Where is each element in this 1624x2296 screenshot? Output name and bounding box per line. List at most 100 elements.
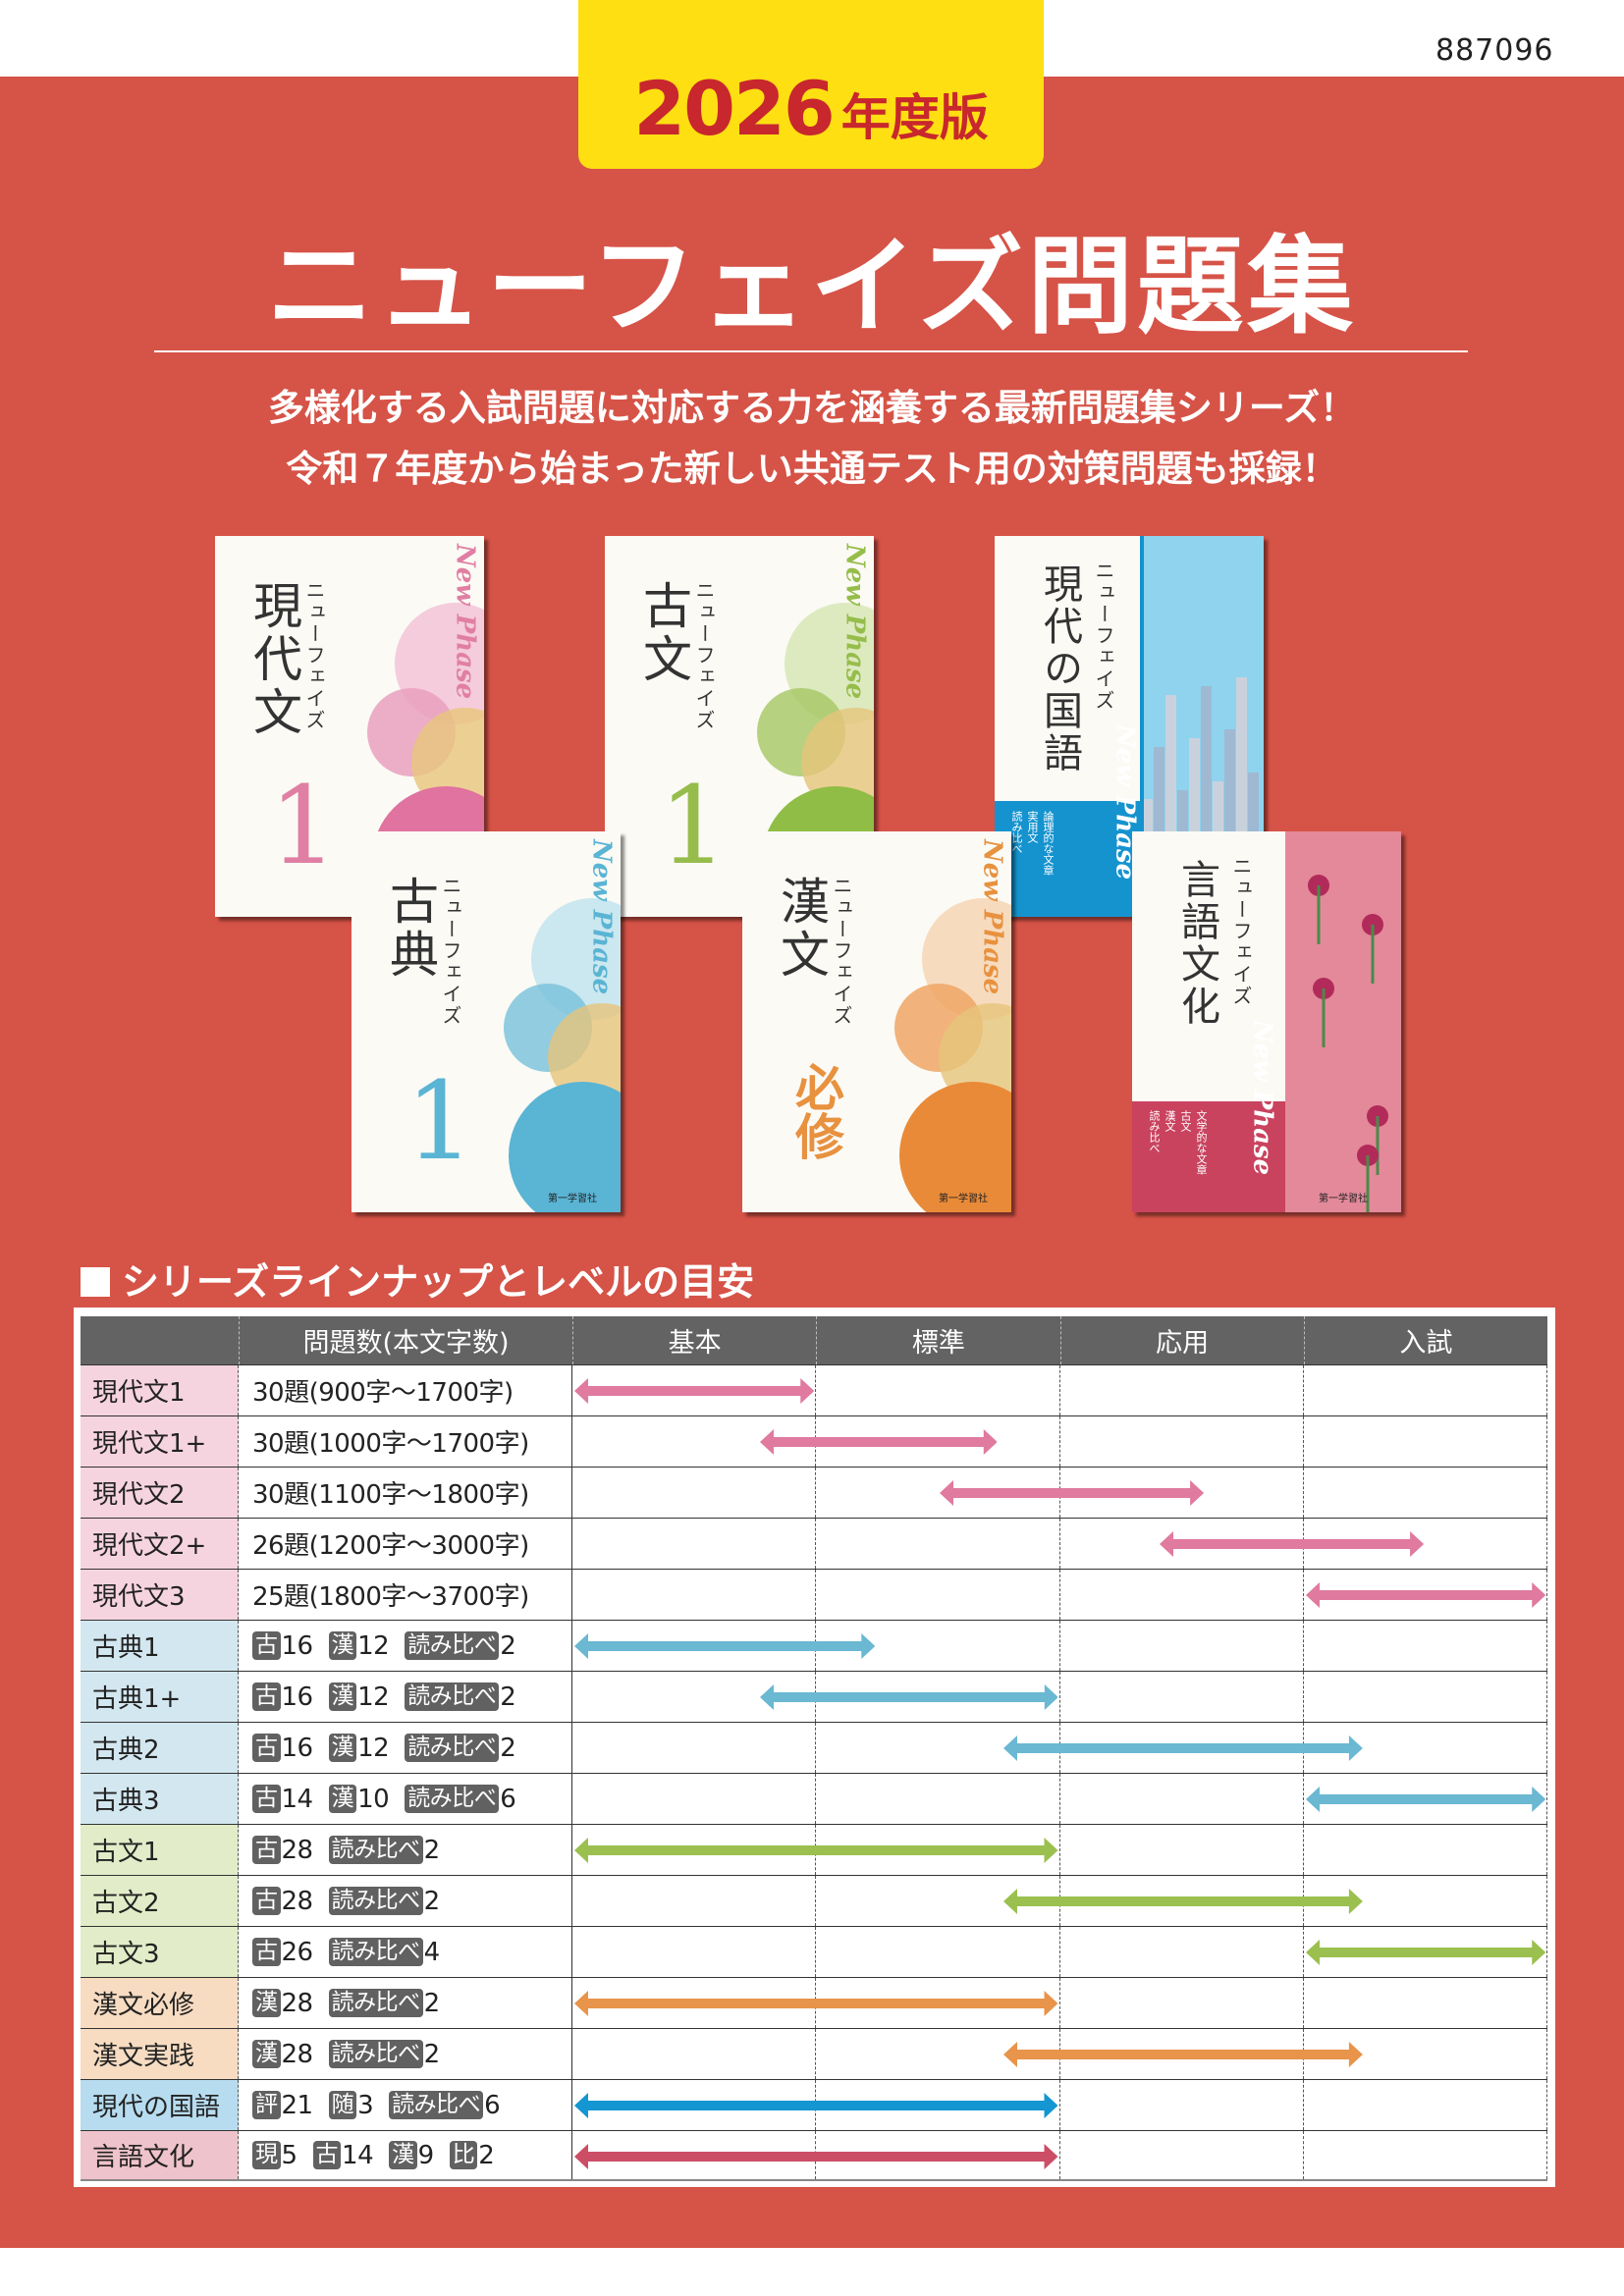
cover-number: 必修 (787, 1062, 845, 1160)
level-cell (816, 1978, 1060, 2028)
plum-blossom-art (1132, 831, 1401, 1212)
level-range-arrow (1305, 1940, 1545, 1965)
count-value: 16 (281, 1682, 314, 1712)
count-value: 12 (357, 1682, 390, 1712)
count-value: 4 (423, 1937, 441, 1967)
series-name: 古文3 (81, 1927, 239, 1977)
level-cell (1304, 1672, 1547, 1722)
level-cell (1060, 2131, 1304, 2179)
arrow-shape (759, 1429, 998, 1455)
count-value: 28 (281, 2039, 314, 2069)
level-cell (572, 1519, 817, 1569)
table-row: 古典1+ 古 16 漢 12 読み比べ 2 (81, 1671, 1547, 1722)
count-value: 9 (417, 2140, 435, 2170)
level-cell (1060, 1927, 1304, 1977)
level-cell (1304, 1774, 1547, 1824)
count-tag: 漢 (328, 1734, 357, 1762)
quantity-cell: 評 21 随 3 読み比べ 6 (239, 2080, 572, 2130)
level-range-arrow (1002, 1889, 1363, 1914)
level-cell (572, 1468, 817, 1518)
table-header: 問題数(本文字数) 基本 標準 応用 入試 (81, 1316, 1547, 1364)
quantity-cell: 現 5 古 14 漢 9 比 2 (239, 2131, 572, 2179)
series-name: 古典3 (81, 1774, 239, 1824)
series-name: 現代文2 (81, 1468, 239, 1518)
count-value: 6 (500, 1784, 516, 1814)
count-tag: 古 (252, 1785, 281, 1813)
count-tag: 読み比べ (389, 2091, 484, 2119)
section-title: シリーズラインナップとレベルの目安 (81, 1252, 754, 1306)
level-range-arrow (574, 2144, 1058, 2169)
level-cell (816, 2080, 1060, 2130)
count-tag: 古 (252, 1887, 281, 1915)
count-value: 2 (423, 2039, 441, 2069)
count-tag: 古 (252, 1734, 281, 1762)
level-range-arrow (1159, 1531, 1424, 1557)
count-value: 2 (423, 1988, 441, 2018)
count-value: 2 (500, 1630, 516, 1661)
level-cell (572, 1365, 817, 1415)
subtitle-line-2: 令和７年度から始まった新しい共通テスト用の対策問題も採録！ (286, 447, 1338, 490)
series-name: 古典1 (81, 1621, 239, 1671)
count-tag: 評 (252, 2091, 281, 2119)
quantity-cell: 古 16 漢 12 読み比べ 2 (239, 1672, 572, 1722)
level-cell (816, 1927, 1060, 1977)
count-value: 2 (500, 1682, 516, 1712)
count-value: 2 (423, 1886, 441, 1916)
header-standard: 標準 (816, 1316, 1059, 1364)
cover-publisher: 第一学習社 (939, 1194, 988, 1204)
band-item: 古文 (1179, 1110, 1192, 1132)
level-cell (572, 1723, 817, 1773)
table-row: 現代文2 30題(1100字〜1800字) (81, 1467, 1547, 1518)
quantity-cell: 古 16 漢 12 読み比べ 2 (239, 1621, 572, 1671)
table-row: 古文3 古 26 読み比べ 4 (81, 1926, 1547, 1977)
header-applied: 応用 (1059, 1316, 1304, 1364)
cover-publisher: 第一学習社 (548, 1194, 597, 1204)
cover-brand: New Phase (977, 839, 1007, 995)
book-cover: 漢文 ニューフェイズ New Phase 必修 第一学習社 (742, 831, 1011, 1212)
cover-number: 1 (659, 763, 728, 888)
level-cell (816, 1825, 1060, 1875)
cover-number: 1 (269, 763, 338, 888)
level-cell (1060, 1774, 1304, 1824)
cover-brand: New Phase (450, 544, 480, 700)
count-tag: 比 (449, 2141, 478, 2169)
quantity-cell: 30題(900字〜1700字) (239, 1365, 572, 1415)
arrow-shape (1002, 1735, 1363, 1761)
level-cell (1304, 1365, 1547, 1415)
quantity-cell: 25題(1800字〜3700字) (239, 1570, 572, 1620)
arrow-shape (574, 1633, 876, 1659)
series-name: 漢文実践 (81, 2029, 239, 2079)
series-name: 現代文1 (81, 1365, 239, 1415)
header-quantity: 問題数(本文字数) (239, 1316, 572, 1364)
edition-badge: 2026 年度版 (578, 0, 1044, 169)
cover-title: 現代文 (245, 580, 302, 739)
level-cell (1060, 1570, 1304, 1620)
count-value: 3 (357, 2090, 374, 2120)
count-value: 28 (281, 1988, 314, 2018)
level-range-arrow (759, 1429, 998, 1455)
level-range-arrow (940, 1480, 1205, 1506)
count-tag: 読み比べ (328, 2040, 423, 2068)
level-range-arrow (759, 1684, 1058, 1710)
count-value: 10 (357, 1784, 390, 1814)
count-tag: 古 (252, 1938, 281, 1966)
header-exam: 入試 (1303, 1316, 1547, 1364)
cover-brand: New Phase (586, 839, 617, 995)
count-tag: 読み比べ (328, 1836, 423, 1864)
table-row: 古文1 古 28 読み比べ 2 (81, 1824, 1547, 1875)
count-value: 5 (281, 2140, 298, 2170)
arrow-shape (574, 2093, 1058, 2118)
level-cell (816, 1621, 1060, 1671)
level-cell (816, 1570, 1060, 1620)
quantity-cell: 古 26 読み比べ 4 (239, 1927, 572, 1977)
quantity-cell: 古 28 読み比べ 2 (239, 1876, 572, 1926)
cover-series: ニューフェイズ (692, 580, 716, 731)
count-tag: 古 (252, 1682, 281, 1711)
count-tag: 読み比べ (405, 1734, 500, 1762)
level-cell (1060, 1416, 1304, 1467)
cover-series: ニューフェイズ (439, 876, 462, 1027)
cover-brand: New Phase (839, 544, 870, 700)
arrow-shape (1002, 2042, 1363, 2067)
series-name: 現代文1+ (81, 1416, 239, 1467)
level-cell (816, 2131, 1060, 2179)
